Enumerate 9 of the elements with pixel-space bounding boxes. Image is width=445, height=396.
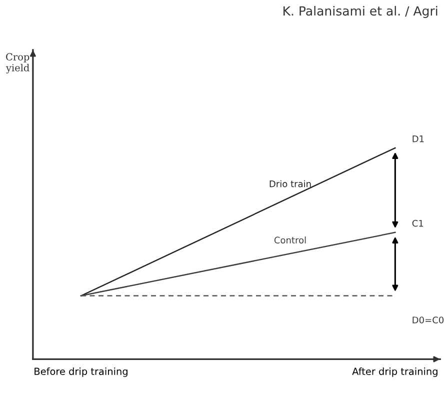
annotation: D0=C0 (412, 316, 444, 324)
text: D1 (412, 135, 424, 142)
x-tick-label: Before drip training (34, 368, 128, 377)
text: Crop yield (6, 53, 30, 74)
series-label: Control (274, 236, 306, 244)
series-label: Drio train (270, 180, 311, 188)
x-tick-label: After drip training (352, 368, 438, 377)
text: K. Palanisami et al. / Agri (284, 6, 438, 18)
annotation: C1 (412, 220, 424, 227)
